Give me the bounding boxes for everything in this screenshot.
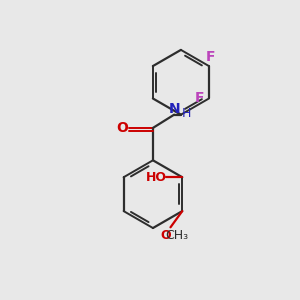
Text: N: N: [169, 102, 181, 116]
Text: O: O: [116, 121, 128, 135]
Text: H: H: [182, 107, 191, 120]
Text: F: F: [195, 92, 204, 106]
Text: O: O: [161, 229, 171, 242]
Text: HO: HO: [146, 171, 167, 184]
Text: F: F: [206, 50, 215, 64]
Text: CH₃: CH₃: [165, 229, 188, 242]
